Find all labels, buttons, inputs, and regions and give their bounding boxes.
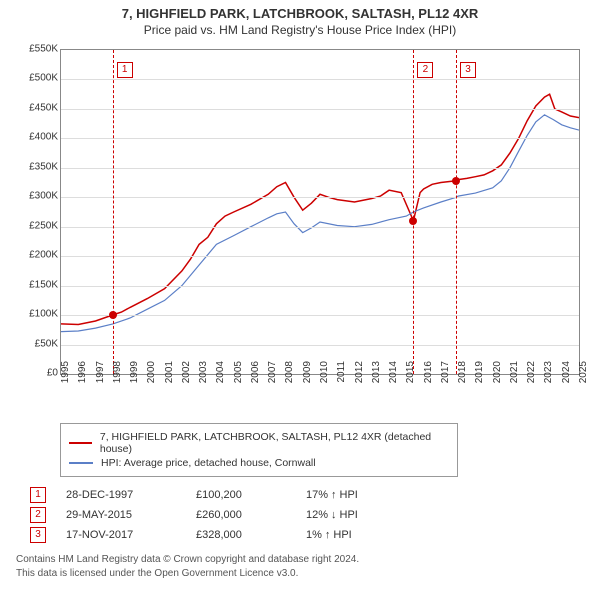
footer-attribution: Contains HM Land Registry data © Crown c… (16, 553, 584, 580)
legend-label: HPI: Average price, detached house, Corn… (101, 457, 316, 469)
sale-marker-line (413, 50, 414, 374)
chart-area: 1 2 3 199519961997199819992000200120022003… (14, 45, 586, 415)
sale-marker-number: 3 (460, 62, 476, 78)
sale-marker-box: 1 (30, 487, 46, 503)
y-tick-label: £300K (14, 191, 58, 202)
y-tick-label: £550K (14, 44, 58, 55)
sale-row: 2 29-MAY-2015 £260,000 12%↓HPI (30, 507, 576, 523)
x-axis-labels: 1995199619971998199920002001200220032004… (60, 375, 580, 415)
footer-line: Contains HM Land Registry data © Crown c… (16, 553, 584, 567)
sale-delta: 1%↑HPI (306, 529, 426, 541)
sale-date: 29-MAY-2015 (66, 509, 196, 521)
sale-marker-box: 2 (30, 507, 46, 523)
y-tick-label: £100K (14, 309, 58, 320)
y-tick-label: £500K (14, 73, 58, 84)
sale-marker-dot (109, 311, 117, 319)
sale-delta: 12%↓HPI (306, 509, 426, 521)
y-tick-label: £350K (14, 161, 58, 172)
sale-marker-number: 2 (417, 62, 433, 78)
y-tick-label: £200K (14, 250, 58, 261)
y-tick-label: £0 (14, 368, 58, 379)
legend-item: HPI: Average price, detached house, Corn… (69, 457, 449, 469)
y-tick-label: £50K (14, 338, 58, 349)
sale-price: £328,000 (196, 529, 306, 541)
sale-marker-line (456, 50, 457, 374)
sale-marker-dot (409, 217, 417, 225)
sales-table: 1 28-DEC-1997 £100,200 17%↑HPI 2 29-MAY-… (30, 487, 576, 543)
footer-line: This data is licensed under the Open Gov… (16, 567, 584, 581)
plot-region: 1 2 3 (60, 49, 580, 375)
sale-marker-line (113, 50, 114, 374)
chart-title-sub: Price paid vs. HM Land Registry's House … (0, 23, 600, 37)
line-layer (61, 50, 579, 374)
chart-title-address: 7, HIGHFIELD PARK, LATCHBROOK, SALTASH, … (0, 6, 600, 21)
legend-item: 7, HIGHFIELD PARK, LATCHBROOK, SALTASH, … (69, 431, 449, 455)
arrow-up-icon: ↑ (331, 489, 337, 501)
sale-price: £260,000 (196, 509, 306, 521)
legend-swatch (69, 462, 93, 464)
series-property (61, 94, 579, 324)
legend-label: 7, HIGHFIELD PARK, LATCHBROOK, SALTASH, … (100, 431, 449, 455)
legend-swatch (69, 442, 92, 444)
sale-marker-number: 1 (117, 62, 133, 78)
y-tick-label: £250K (14, 220, 58, 231)
sale-price: £100,200 (196, 489, 306, 501)
x-tick-label: 2025 (578, 361, 600, 397)
sale-delta: 17%↑HPI (306, 489, 426, 501)
sale-marker-box: 3 (30, 527, 46, 543)
sale-row: 3 17-NOV-2017 £328,000 1%↑HPI (30, 527, 576, 543)
series-hpi (61, 115, 579, 332)
sale-date: 17-NOV-2017 (66, 529, 196, 541)
y-tick-label: £400K (14, 132, 58, 143)
arrow-up-icon: ↑ (325, 529, 331, 541)
y-tick-label: £450K (14, 102, 58, 113)
arrow-down-icon: ↓ (331, 509, 337, 521)
y-tick-label: £150K (14, 279, 58, 290)
sale-row: 1 28-DEC-1997 £100,200 17%↑HPI (30, 487, 576, 503)
sale-date: 28-DEC-1997 (66, 489, 196, 501)
sale-marker-dot (452, 177, 460, 185)
legend-box: 7, HIGHFIELD PARK, LATCHBROOK, SALTASH, … (60, 423, 458, 477)
